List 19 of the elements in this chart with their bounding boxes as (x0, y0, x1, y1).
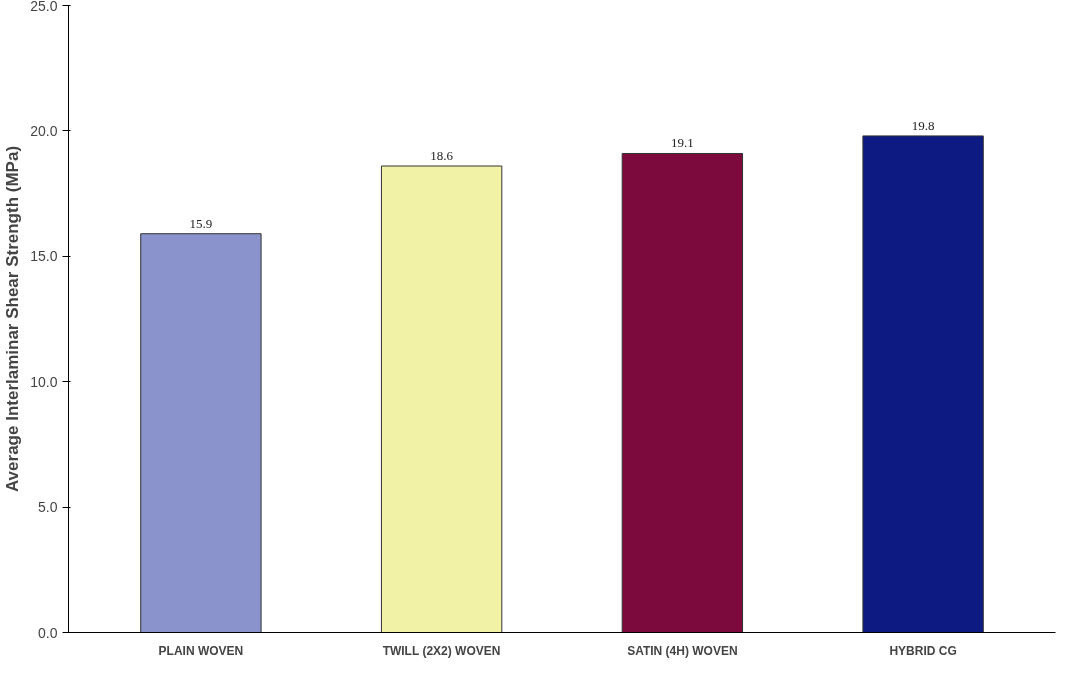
data-label: 18.6 (430, 148, 454, 164)
x-tick-label: TWILL (2X2) WOVEN (382, 643, 501, 658)
y-tick-label: 20.0 (30, 122, 58, 139)
bar (380, 165, 503, 633)
y-axis-title: Average Interlaminar Shear Strength (MPa) (3, 145, 23, 493)
x-tick-label: SATIN (4H) WOVEN (627, 643, 738, 658)
bar (140, 233, 262, 633)
x-tick-label: HYBRID CG (889, 643, 957, 658)
y-tick-label: 5.0 (38, 499, 58, 516)
x-tick-label: PLAIN WOVEN (158, 643, 244, 658)
data-label: 19.1 (670, 135, 694, 151)
bar (621, 152, 744, 633)
y-tick-label: 10.0 (30, 373, 58, 390)
y-tick-label: 0.0 (38, 624, 58, 641)
y-tick-label: 15.0 (30, 248, 58, 265)
data-label: 15.9 (189, 215, 213, 231)
y-tick-label: 25.0 (30, 0, 58, 14)
data-label: 19.8 (911, 117, 935, 133)
bar (862, 135, 984, 633)
